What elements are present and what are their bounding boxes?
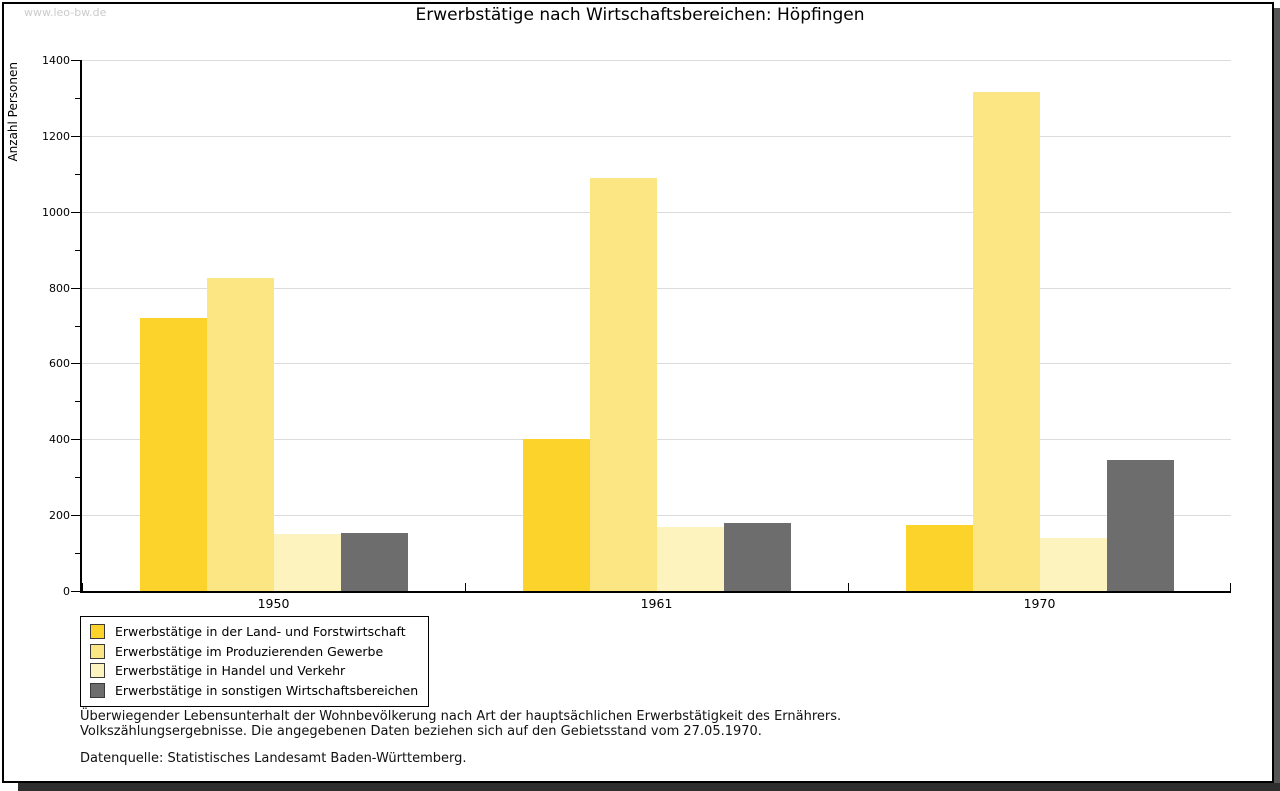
bar-series-0 (139, 318, 207, 591)
y-minor-tick (75, 553, 80, 555)
y-tick-label: 800 (49, 281, 70, 295)
legend-swatch (90, 624, 105, 640)
x-axis-tick-labels: 1950 1961 1970 (82, 596, 1231, 612)
y-tick-label: 1000 (42, 205, 70, 219)
y-major-tick (71, 439, 80, 441)
y-axis-ticks (71, 60, 80, 593)
y-minor-tick (75, 325, 80, 327)
y-major-tick (71, 211, 80, 213)
bar-series-0 (905, 525, 973, 591)
y-major-tick (71, 515, 80, 517)
bar-series-2 (1039, 538, 1107, 591)
bar-group-1961 (465, 60, 848, 591)
y-major-tick (71, 363, 80, 365)
y-tick-label: 0 (63, 585, 70, 598)
legend-item: Erwerbstätige in der Land- und Forstwirt… (90, 622, 418, 642)
legend-item: Erwerbstätige in Handel und Verkehr (90, 661, 418, 681)
bar-series-1 (589, 178, 657, 591)
gridline (82, 515, 1231, 517)
x-tick-label: 1950 (257, 596, 290, 611)
y-tick-label: 200 (49, 509, 70, 523)
y-tick-label: 1400 (42, 54, 70, 67)
watermark-text: www.leo-bw.de (24, 6, 107, 19)
bar-series-3 (723, 523, 791, 591)
x-axis-tick (465, 583, 466, 591)
bar-series-1 (972, 92, 1040, 591)
bar-series-3 (340, 533, 408, 591)
x-axis-tick (848, 583, 849, 591)
gridline (82, 439, 1231, 441)
legend-label: Erwerbstätige im Produzierenden Gewerbe (115, 643, 384, 659)
bar-series-2 (656, 527, 724, 591)
bar-series-2 (273, 534, 341, 591)
data-source-line: Datenquelle: Statistisches Landesamt Bad… (80, 751, 467, 766)
x-axis-tick (82, 583, 83, 591)
legend-item: Erwerbstätige im Produzierenden Gewerbe (90, 642, 418, 662)
y-tick-label: 600 (49, 357, 70, 371)
bar-series-1 (206, 278, 274, 591)
y-minor-tick (75, 249, 80, 251)
gridline (82, 60, 1231, 61)
y-minor-tick (75, 477, 80, 479)
y-major-tick (71, 135, 80, 137)
x-axis-tick (1230, 583, 1231, 591)
legend-item: Erwerbstätige in sonstigen Wirtschaftsbe… (90, 681, 418, 701)
footnotes: Überwiegender Lebensunterhalt der Wohnbe… (80, 709, 841, 766)
footnote-line: Überwiegender Lebensunterhalt der Wohnbe… (80, 709, 842, 724)
page-title: Erwerbstätige nach Wirtschaftsbereichen:… (415, 5, 865, 25)
gridline (82, 287, 1231, 289)
gridline (82, 135, 1231, 137)
y-tick-label: 1200 (42, 129, 70, 143)
plot-area (80, 60, 1231, 593)
bar-group-1950 (82, 60, 465, 591)
legend-label: Erwerbstätige in Handel und Verkehr (115, 663, 346, 679)
y-major-tick (71, 591, 80, 592)
x-tick-label: 1970 (1023, 596, 1056, 611)
y-minor-tick (75, 401, 80, 403)
legend-label: Erwerbstätige in sonstigen Wirtschaftsbe… (115, 682, 419, 698)
chart-legend: Erwerbstätige in der Land- und Forstwirt… (80, 616, 430, 707)
legend-swatch (90, 682, 105, 698)
footnote-line: Volkszählungsergebnisse. Die angegebenen… (80, 724, 762, 739)
y-tick-label: 400 (49, 433, 70, 447)
legend-swatch (90, 643, 105, 659)
y-minor-tick (75, 173, 80, 175)
legend-label: Erwerbstätige in der Land- und Forstwirt… (115, 624, 406, 640)
y-major-tick (71, 60, 80, 61)
bar-group-1970 (848, 60, 1231, 591)
gridline (82, 211, 1231, 213)
legend-swatch (90, 663, 105, 679)
gridline (82, 363, 1231, 365)
y-major-tick (71, 287, 80, 289)
bar-series-0 (522, 439, 590, 591)
frame-shadow-bottom (18, 783, 1280, 791)
x-tick-label: 1961 (640, 596, 673, 611)
y-axis-tick-labels: 0 200 400 600 800 1000 1200 1400 (0, 54, 70, 598)
frame-shadow-right (1274, 8, 1280, 791)
bar-series-3 (1106, 460, 1174, 591)
y-minor-tick (75, 97, 80, 99)
